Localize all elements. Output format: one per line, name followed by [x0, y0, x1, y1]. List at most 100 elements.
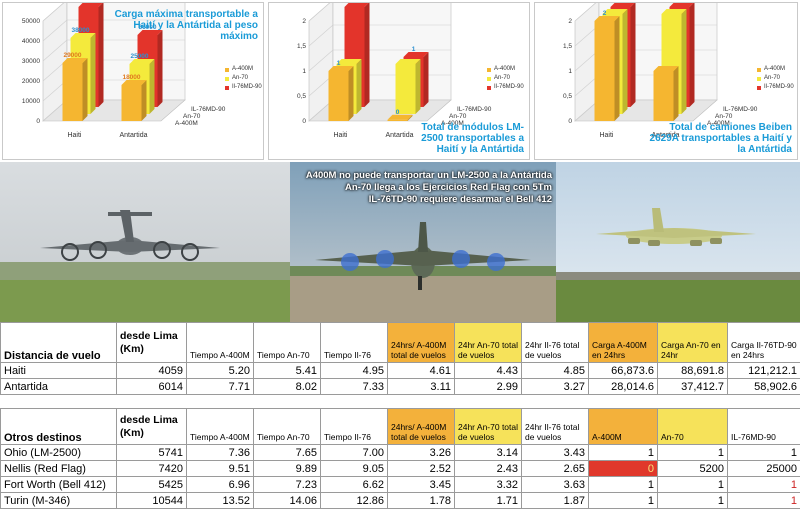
- bar-top: [344, 3, 369, 7]
- bar-front: [387, 119, 408, 121]
- bar-top: [653, 66, 679, 71]
- table-row: Antartida 6014 7.71 8.02 7.33 3.11 2.99 …: [0, 378, 800, 395]
- table-cell: 5425: [116, 476, 187, 493]
- y-tick-label: 0: [36, 118, 40, 125]
- bar-top: [121, 80, 147, 85]
- il76-aircraft-photo: [556, 162, 800, 322]
- table-header: Carga Il-76TD-90 en 24hrs: [727, 322, 800, 363]
- bar-top: [387, 114, 413, 120]
- table-header: desde Lima (Km): [116, 322, 187, 363]
- y-tick-label: 2: [568, 18, 572, 25]
- table-row: Fort Worth (Bell 412) 5425 6.96 7.23 6.6…: [0, 476, 800, 493]
- table-cell: 3.43: [521, 444, 589, 461]
- table-cell: 3.63: [521, 476, 589, 493]
- caption-line: An-70 llega a los Ejercicios Red Flag co…: [345, 182, 552, 193]
- a400m-aircraft-photo: [0, 162, 290, 322]
- table-cell: 6014: [116, 378, 187, 395]
- table-cell: 9.05: [320, 460, 388, 477]
- bar-front: [594, 21, 615, 121]
- table-header: 24hr An-70 total de vuelos: [454, 408, 522, 445]
- table-header: A-400M: [588, 408, 658, 445]
- gridline: [308, 49, 334, 72]
- bar-side: [149, 59, 155, 114]
- legend-swatch: [757, 76, 761, 81]
- bar-side: [689, 3, 695, 107]
- legend-item: A-400M: [225, 65, 262, 74]
- legend-label: Il-76MD-90: [494, 84, 524, 90]
- depth-axis-label: IL-76MD-90: [723, 106, 758, 113]
- legend-swatch: [757, 85, 761, 90]
- table-cell: 88,691.8: [657, 362, 728, 379]
- legend-item: A-400M: [757, 65, 794, 74]
- chart-title: Total de módulos LM-2500 transportables …: [421, 122, 524, 155]
- legend-label: An-70: [232, 75, 249, 81]
- other-destinations-table: Otros destinos desde Lima (Km) Tiempo A-…: [0, 408, 800, 509]
- depth-axis-label: A-400M: [441, 120, 464, 127]
- table-cell: 3.27: [521, 378, 589, 395]
- flight-distance-table: Distancia de vuelo desde Lima (Km) Tiemp…: [0, 322, 800, 395]
- bar-side: [348, 66, 354, 121]
- table-cell: 7.36: [186, 444, 254, 461]
- chart-legend: A-400M An-70 Il-76MD-90: [225, 65, 262, 92]
- legend-label: Il-76MD-90: [232, 84, 262, 90]
- table-cell: 9.89: [253, 460, 321, 477]
- table-cell: 25000: [727, 460, 800, 477]
- bar-side: [614, 16, 620, 121]
- bar-top: [78, 3, 103, 7]
- bar-front: [121, 85, 142, 121]
- bar-side: [673, 66, 679, 121]
- bar-side: [407, 114, 413, 121]
- table-cell: 4.95: [320, 362, 388, 379]
- legend-swatch: [487, 85, 491, 90]
- table-cell: 6.62: [320, 476, 388, 493]
- y-tick-label: 1,5: [297, 43, 306, 50]
- legend-label: An-70: [494, 75, 511, 81]
- chart-panel-carga: 0 10000 20000 30000 40000 50000 Haiti Antartida…: [2, 2, 264, 160]
- legend-swatch: [225, 76, 229, 81]
- gridline: [42, 39, 68, 62]
- depth-axis-label: An-70: [715, 113, 733, 120]
- depth-axis-label: An-70: [449, 113, 467, 120]
- table-cell: 5.41: [253, 362, 321, 379]
- table-header: Carga An-70 en 24hr: [657, 322, 728, 363]
- table-cell: 13.52: [186, 492, 254, 509]
- y-tick-label: 30000: [22, 58, 40, 65]
- table-header-row: Otros destinos desde Lima (Km) Tiempo A-…: [0, 408, 800, 445]
- bar-top: [610, 3, 635, 7]
- table-cell: 1.87: [521, 492, 589, 509]
- y-tick-label: 0,5: [563, 93, 572, 100]
- table-header: An-70: [657, 408, 728, 445]
- table-cell: 3.26: [387, 444, 455, 461]
- table-row: Nellis (Red Flag) 7420 9.51 9.89 9.05 2.…: [0, 460, 800, 477]
- table-cell: 10544: [116, 492, 187, 509]
- x-category-label: Antartida: [385, 132, 413, 139]
- depth-axis-label: IL-76MD-90: [191, 106, 226, 113]
- table-header: Tiempo An-70: [253, 322, 321, 363]
- bar-side: [141, 80, 147, 121]
- table-header: 24hr Il-76 total de vuelos: [521, 408, 589, 445]
- bar-side: [364, 3, 370, 107]
- table-cell: 4.85: [521, 362, 589, 379]
- data-label: 29000: [63, 52, 81, 59]
- data-label: 36000: [138, 24, 156, 31]
- table-header: 24hrs/ A-400M total de vuelos: [387, 408, 455, 445]
- depth-axis-label: A-400M: [175, 120, 198, 127]
- table-cell: 2.52: [387, 460, 455, 477]
- caption-line: A400M no puede transportar un LM-2500 a …: [305, 170, 552, 181]
- table-cell: Fort Worth (Bell 412): [0, 476, 117, 493]
- bar-top: [669, 3, 694, 7]
- bar-a-400m: [653, 66, 679, 121]
- table-cell: 7.00: [320, 444, 388, 461]
- chart-panel-camiones: 0 0,5 1 1,5 2 Haiti Antartida IL-76MD-90 An-70 A-…: [534, 2, 798, 160]
- table-header: Otros destinos: [0, 408, 117, 445]
- x-category-label: Antartida: [119, 132, 147, 139]
- table-cell: Ohio (LM-2500): [0, 444, 117, 461]
- x-category-label: Antartida: [651, 132, 679, 139]
- bar-front: [653, 71, 674, 121]
- bar-a-400m: [594, 16, 620, 121]
- table-cell: 3.32: [454, 476, 522, 493]
- data-label: 2: [603, 10, 607, 17]
- depth-axis-label: IL-76MD-90: [457, 106, 492, 113]
- chart-legend: A-400M An-70 Il-76MD-90: [757, 65, 794, 92]
- bar-a-400m: [62, 58, 88, 121]
